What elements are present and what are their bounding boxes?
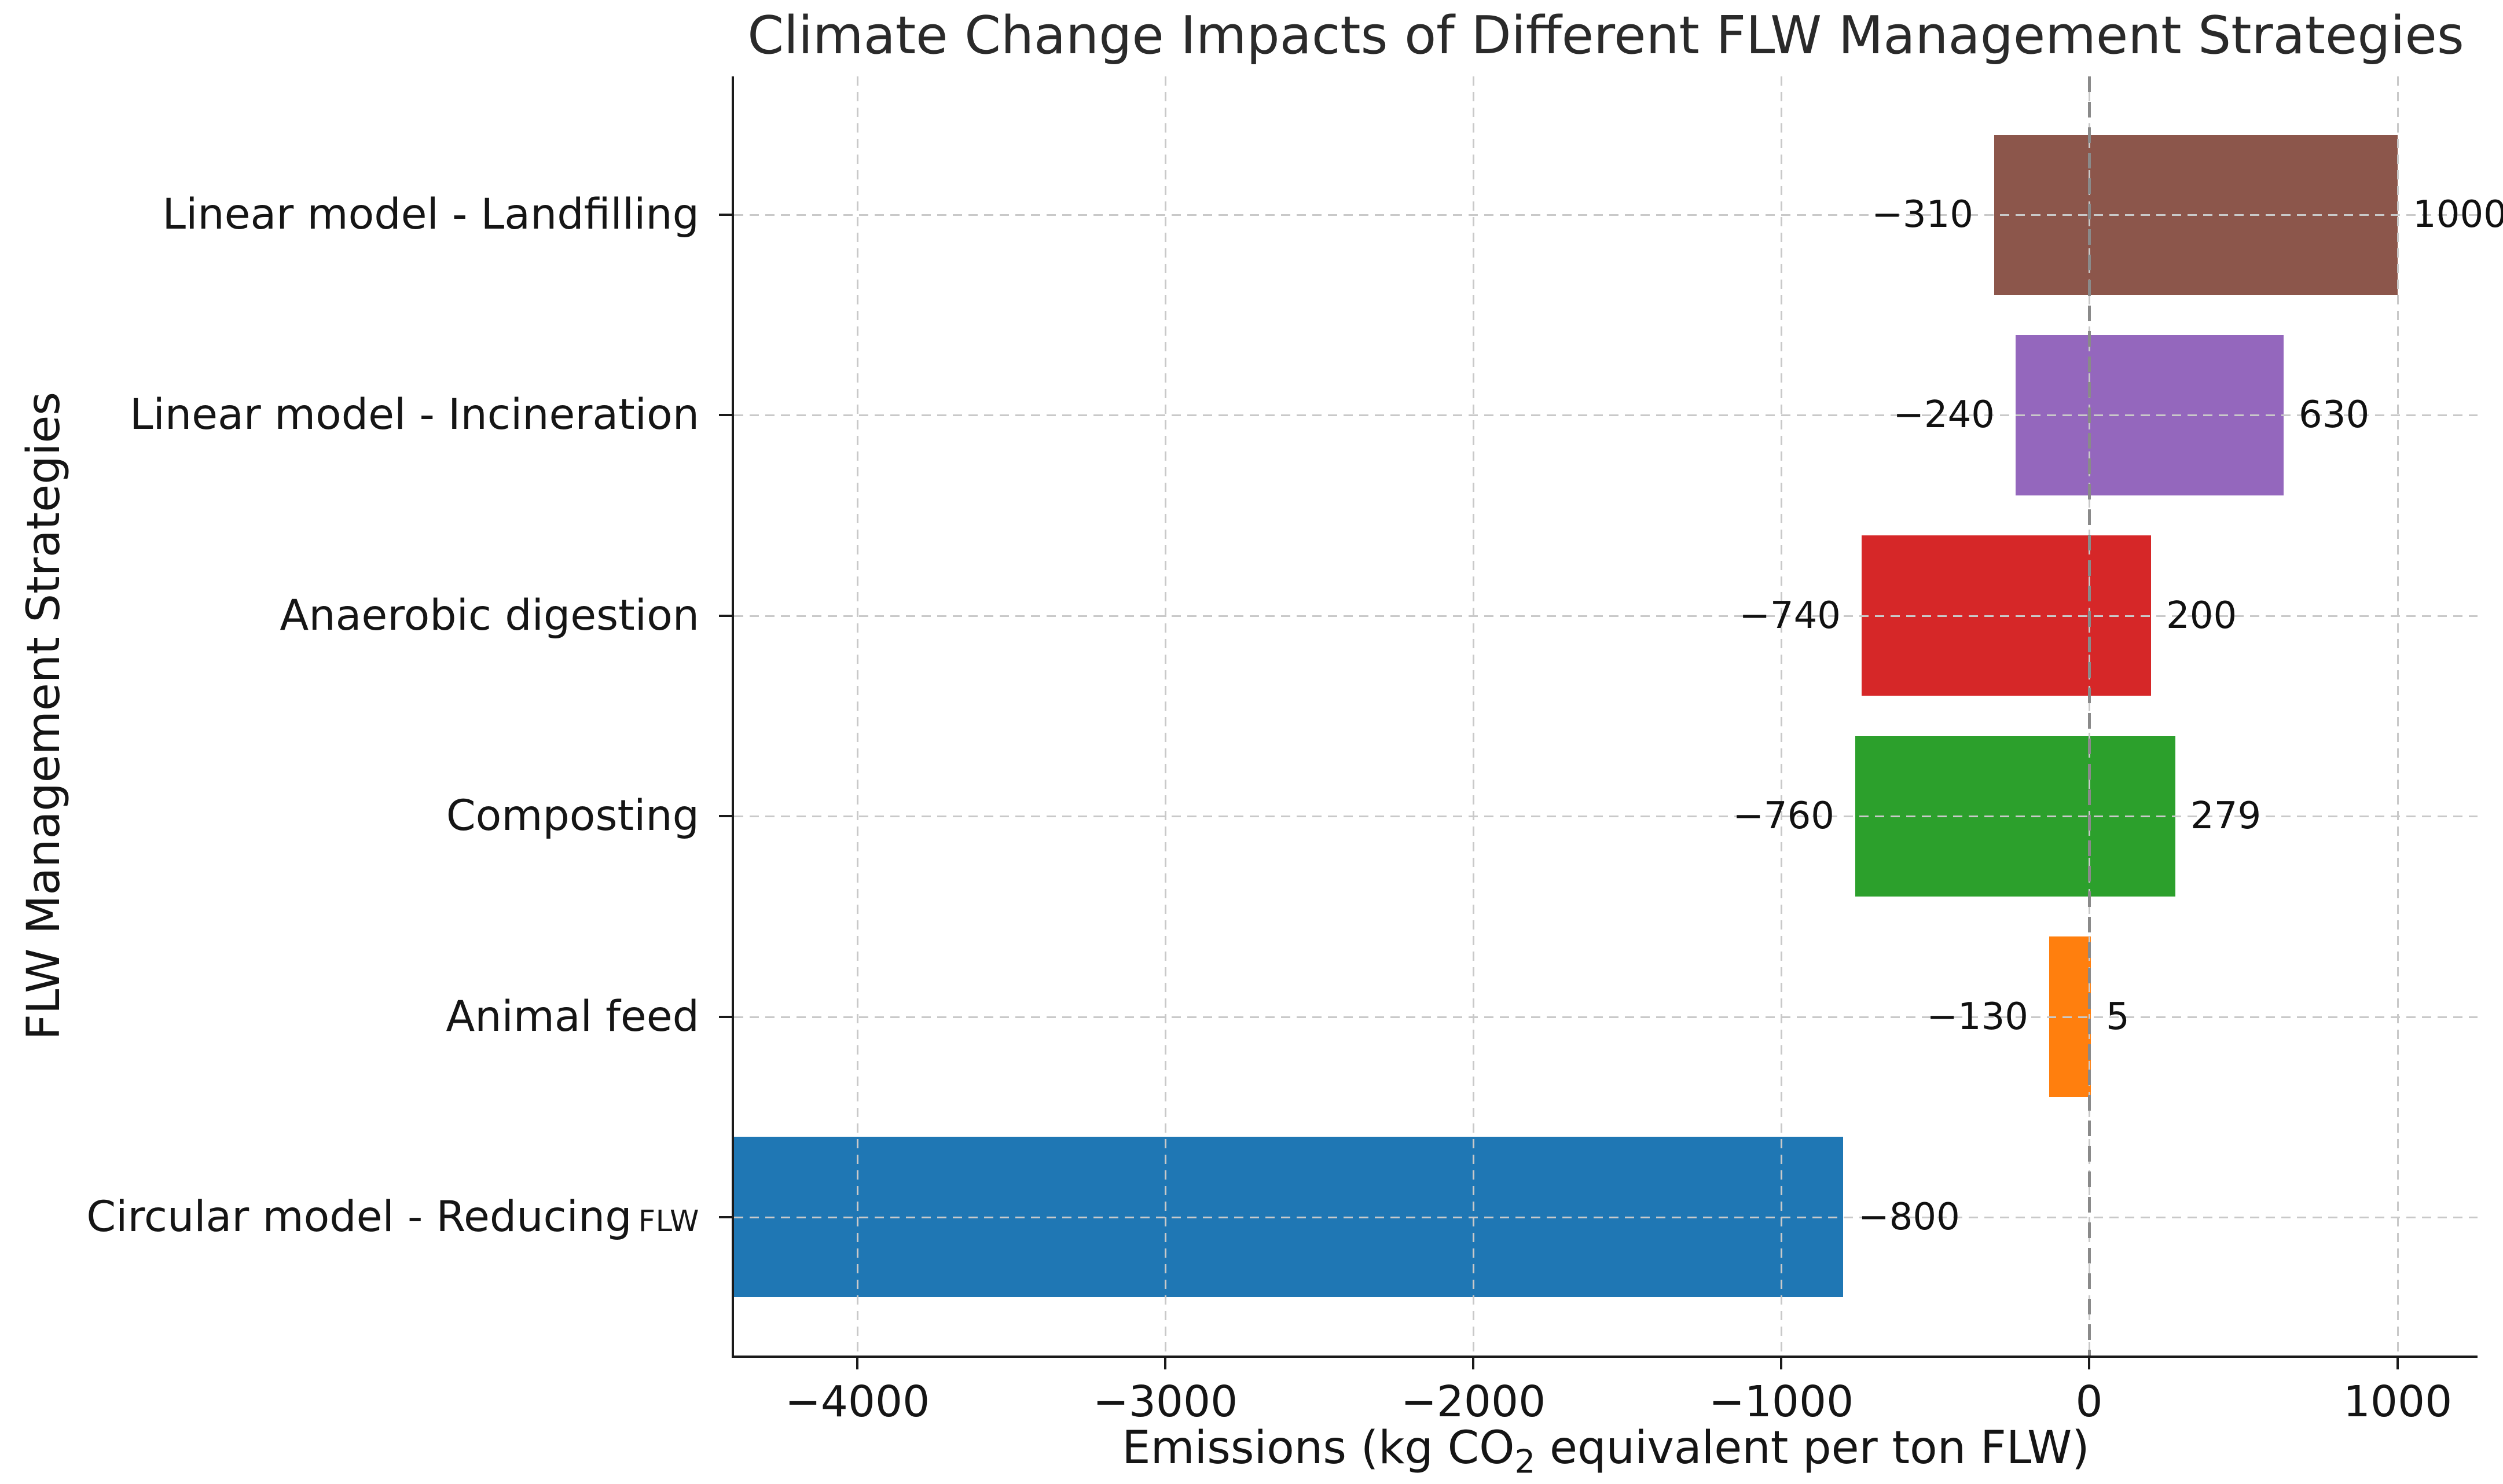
category-label-text: Linear model - Incineration <box>129 390 699 439</box>
x-tick-mark <box>1472 1358 1474 1369</box>
bar-low-value-label: −760 <box>1733 794 1834 837</box>
bar-high-value-label: 279 <box>2190 794 2262 837</box>
y-tick-mark <box>719 1216 732 1218</box>
x-tick-label: −4000 <box>784 1377 930 1427</box>
y-tick-mark <box>719 815 732 817</box>
y-tick-mark <box>719 1016 732 1018</box>
gridline-vertical <box>857 76 858 1356</box>
x-tick-label: 0 <box>2075 1377 2103 1427</box>
category-label-linear-model-incineration: Linear model - Incineration <box>129 390 699 439</box>
gridline-vertical <box>1165 76 1166 1356</box>
category-label-composting: Composting <box>446 791 699 840</box>
bar-high-value-label: 5 <box>2106 995 2130 1038</box>
category-label-linear-model-landfilling: Linear model - Landfilling <box>162 189 699 239</box>
bar-low-value-label: −740 <box>1739 594 1841 637</box>
x-tick-label: −2000 <box>1400 1377 1546 1427</box>
gridline-horizontal <box>734 615 2478 617</box>
x-axis-label-pre: Emissions (kg CO <box>1122 1422 1515 1474</box>
category-label-text: Linear model - Landfilling <box>162 189 699 239</box>
bar-high-value-label: −800 <box>1858 1195 1960 1239</box>
gridline-vertical <box>1473 76 1474 1356</box>
x-tick-label: −3000 <box>1092 1377 1238 1427</box>
x-tick-label: −1000 <box>1708 1377 1854 1427</box>
x-tick-mark <box>856 1358 858 1369</box>
zero-line <box>2088 76 2091 1356</box>
gridline-horizontal <box>734 1217 2478 1218</box>
category-label-anaerobic-digestion: Anaerobic digestion <box>280 590 699 640</box>
gridline-vertical <box>1781 76 1782 1356</box>
x-tick-mark <box>1780 1358 1782 1369</box>
x-axis-label-subscript: 2 <box>1514 1443 1536 1481</box>
x-tick-mark <box>1164 1358 1166 1369</box>
plot-area <box>734 76 2478 1356</box>
x-tick-mark <box>2396 1358 2399 1369</box>
x-axis-label: Emissions (kg CO2 equivalent per ton FLW… <box>1122 1422 2090 1481</box>
category-label-circular-model-reducing: Circular model - Reducing FLW <box>86 1192 699 1241</box>
bar-high-value-label: 1000 <box>2413 193 2503 236</box>
chart-title: Climate Change Impacts of Different FLW … <box>747 5 2464 66</box>
bar-high-value-label: 630 <box>2299 393 2370 436</box>
y-axis-spine <box>732 76 734 1358</box>
bar-low-value-label: −130 <box>1926 995 2028 1038</box>
bar-low-value-label: −240 <box>1893 393 1995 436</box>
y-tick-mark <box>719 414 732 416</box>
x-tick-mark <box>2088 1358 2090 1369</box>
x-axis-spine <box>732 1356 2478 1358</box>
gridline-vertical <box>2397 76 2399 1356</box>
y-tick-mark <box>719 214 732 216</box>
category-label-text: Anaerobic digestion <box>280 590 699 640</box>
category-label-animal-feed: Animal feed <box>446 991 699 1041</box>
x-axis-label-post: equivalent per ton FLW) <box>1535 1422 2090 1474</box>
gridline-horizontal <box>734 816 2478 817</box>
gridline-horizontal <box>734 214 2478 216</box>
gridline-horizontal <box>734 1016 2478 1018</box>
x-tick-label: 1000 <box>2343 1377 2453 1427</box>
bar-high-value-label: 200 <box>2166 594 2237 637</box>
category-label-small-suffix: FLW <box>638 1204 699 1239</box>
category-label-text: Composting <box>446 791 699 840</box>
y-tick-mark <box>719 615 732 617</box>
bar-low-value-label: −310 <box>1871 193 1973 236</box>
category-label-text: Circular model - Reducing <box>86 1192 632 1241</box>
category-label-text: Animal feed <box>446 991 699 1041</box>
gridline-horizontal <box>734 414 2478 416</box>
y-axis-label: FLW Management Strategies <box>18 391 70 1041</box>
